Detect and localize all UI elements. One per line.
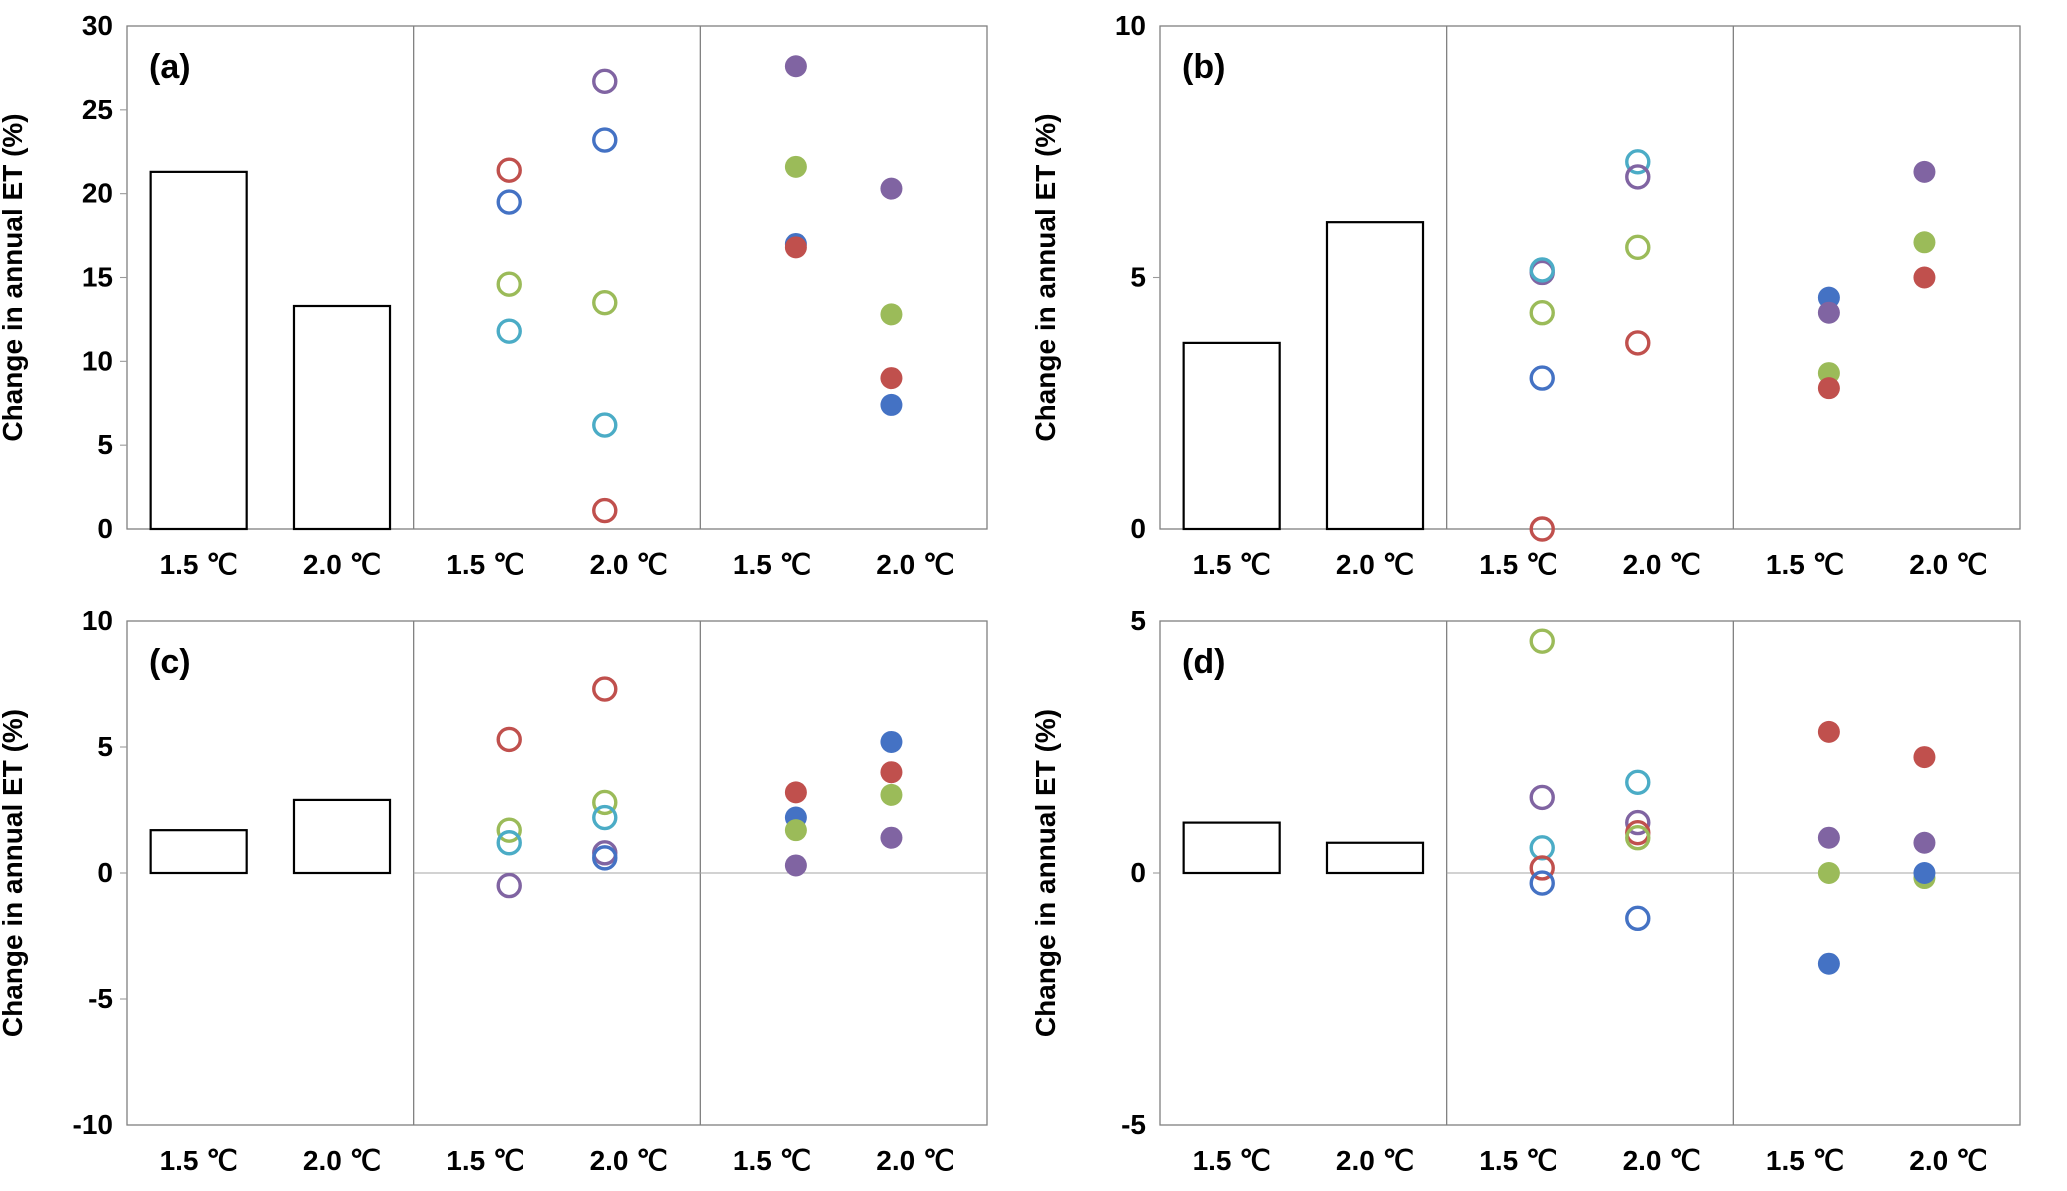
- svg-text:Change in annual ET (%): Change in annual ET (%): [0, 709, 28, 1037]
- svg-text:Change in annual ET (%): Change in annual ET (%): [1033, 113, 1061, 441]
- svg-text:2.0 ℃: 2.0 ℃: [590, 549, 668, 580]
- svg-text:25: 25: [82, 94, 113, 125]
- svg-text:1.5 ℃: 1.5 ℃: [733, 549, 811, 580]
- svg-text:10: 10: [1115, 10, 1146, 41]
- svg-text:2.0 ℃: 2.0 ℃: [1909, 549, 1987, 580]
- svg-text:Change in annual ET (%): Change in annual ET (%): [0, 113, 28, 441]
- svg-text:(b): (b): [1182, 48, 1225, 86]
- svg-text:0: 0: [97, 857, 113, 888]
- svg-text:10: 10: [82, 345, 113, 376]
- svg-text:2.0 ℃: 2.0 ℃: [876, 1145, 954, 1176]
- svg-text:1.5 ℃: 1.5 ℃: [1766, 1145, 1844, 1176]
- svg-text:1.5 ℃: 1.5 ℃: [160, 549, 238, 580]
- svg-text:1.5 ℃: 1.5 ℃: [1193, 1145, 1271, 1176]
- svg-text:2.0 ℃: 2.0 ℃: [1336, 1145, 1414, 1176]
- svg-text:0: 0: [1130, 513, 1146, 544]
- svg-text:1.5 ℃: 1.5 ℃: [1193, 549, 1271, 580]
- svg-text:2.0 ℃: 2.0 ℃: [1909, 1145, 1987, 1176]
- svg-text:0: 0: [97, 513, 113, 544]
- svg-text:2.0 ℃: 2.0 ℃: [303, 549, 381, 580]
- svg-text:1.5 ℃: 1.5 ℃: [446, 549, 524, 580]
- svg-text:2.0 ℃: 2.0 ℃: [876, 549, 954, 580]
- svg-text:2.0 ℃: 2.0 ℃: [1623, 549, 1701, 580]
- svg-text:0: 0: [1130, 857, 1146, 888]
- svg-text:-5: -5: [1121, 1109, 1146, 1140]
- svg-text:(d): (d): [1182, 643, 1225, 681]
- svg-text:1.5 ℃: 1.5 ℃: [733, 1145, 811, 1176]
- svg-text:5: 5: [97, 731, 113, 762]
- svg-text:2.0 ℃: 2.0 ℃: [303, 1145, 381, 1176]
- svg-text:Change in annual ET (%): Change in annual ET (%): [1033, 709, 1061, 1037]
- svg-text:15: 15: [82, 262, 113, 293]
- svg-text:(c): (c): [149, 643, 191, 681]
- svg-text:2.0 ℃: 2.0 ℃: [590, 1145, 668, 1176]
- svg-text:30: 30: [82, 10, 113, 41]
- svg-text:10: 10: [82, 605, 113, 636]
- svg-text:-5: -5: [88, 983, 113, 1014]
- svg-text:(a): (a): [149, 48, 191, 86]
- svg-text:5: 5: [1130, 605, 1146, 636]
- svg-text:1.5 ℃: 1.5 ℃: [1479, 549, 1557, 580]
- svg-text:20: 20: [82, 178, 113, 209]
- svg-text:1.5 ℃: 1.5 ℃: [160, 1145, 238, 1176]
- svg-text:5: 5: [97, 429, 113, 460]
- svg-text:2.0 ℃: 2.0 ℃: [1623, 1145, 1701, 1176]
- svg-text:5: 5: [1130, 262, 1146, 293]
- svg-text:1.5 ℃: 1.5 ℃: [1479, 1145, 1557, 1176]
- svg-text:1.5 ℃: 1.5 ℃: [446, 1145, 524, 1176]
- svg-text:-10: -10: [73, 1109, 113, 1140]
- svg-text:2.0 ℃: 2.0 ℃: [1336, 549, 1414, 580]
- svg-text:1.5 ℃: 1.5 ℃: [1766, 549, 1844, 580]
